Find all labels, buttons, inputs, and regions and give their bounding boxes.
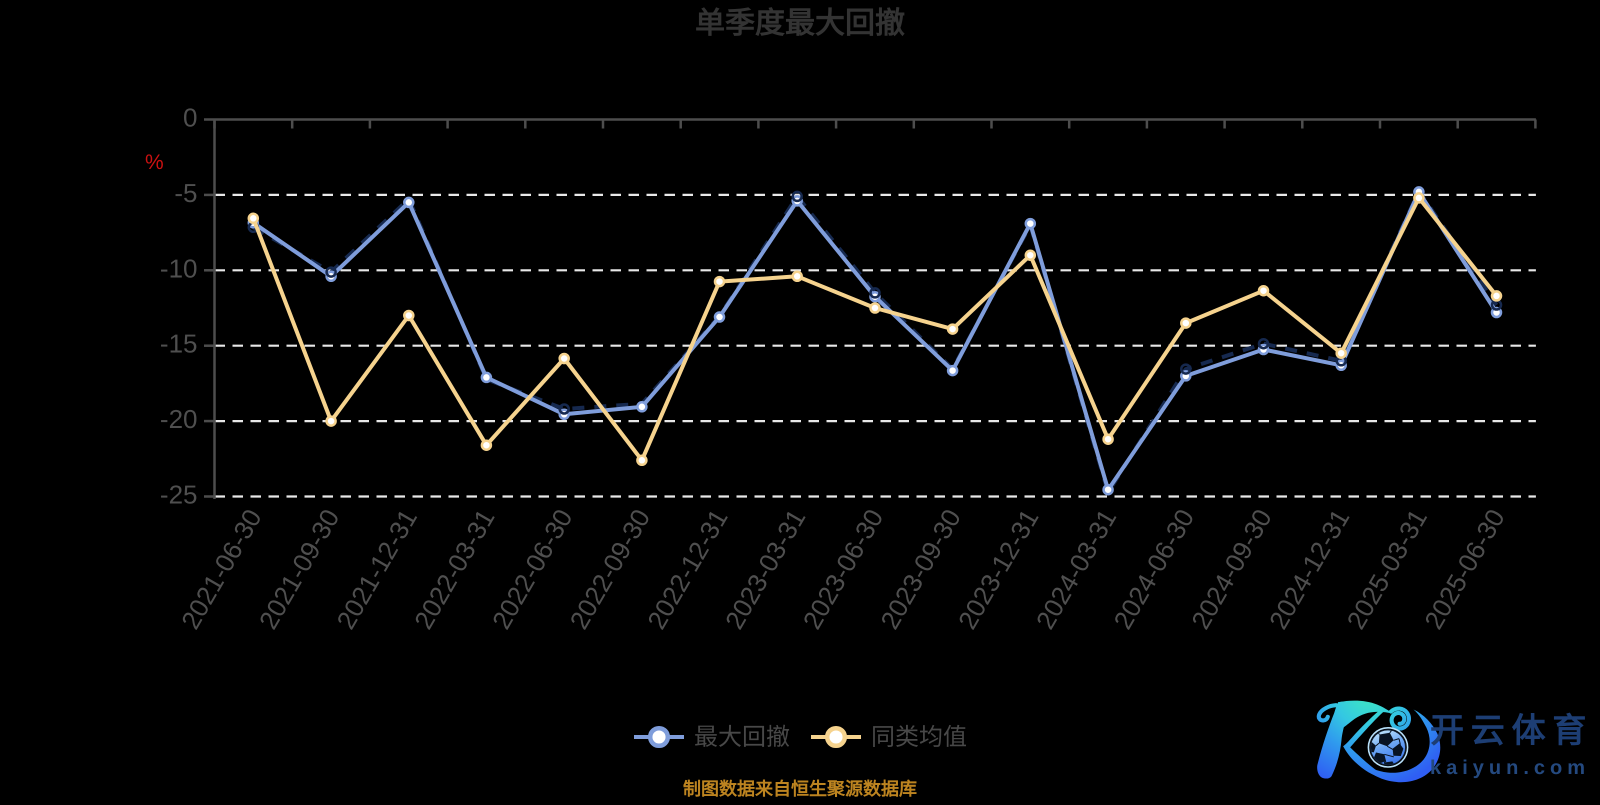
svg-text:-20: -20 [160, 404, 198, 434]
svg-text:同类均值: 同类均值 [871, 724, 967, 751]
svg-text:最大回撤: 最大回撤 [694, 724, 790, 751]
svg-text:制图数据来自恒生聚源数据库: 制图数据来自恒生聚源数据库 [683, 779, 917, 799]
svg-text:0: 0 [183, 103, 197, 133]
svg-text:kaiyun.com: kaiyun.com [1430, 757, 1590, 779]
svg-text:-10: -10 [160, 253, 198, 283]
svg-text:-15: -15 [160, 329, 198, 359]
svg-text:-25: -25 [160, 480, 198, 510]
svg-text:%: % [145, 151, 164, 174]
svg-text:-5: -5 [174, 178, 197, 208]
svg-text:开云体育: 开云体育 [1430, 712, 1593, 750]
svg-text:单季度最大回撤: 单季度最大回撤 [695, 7, 905, 40]
